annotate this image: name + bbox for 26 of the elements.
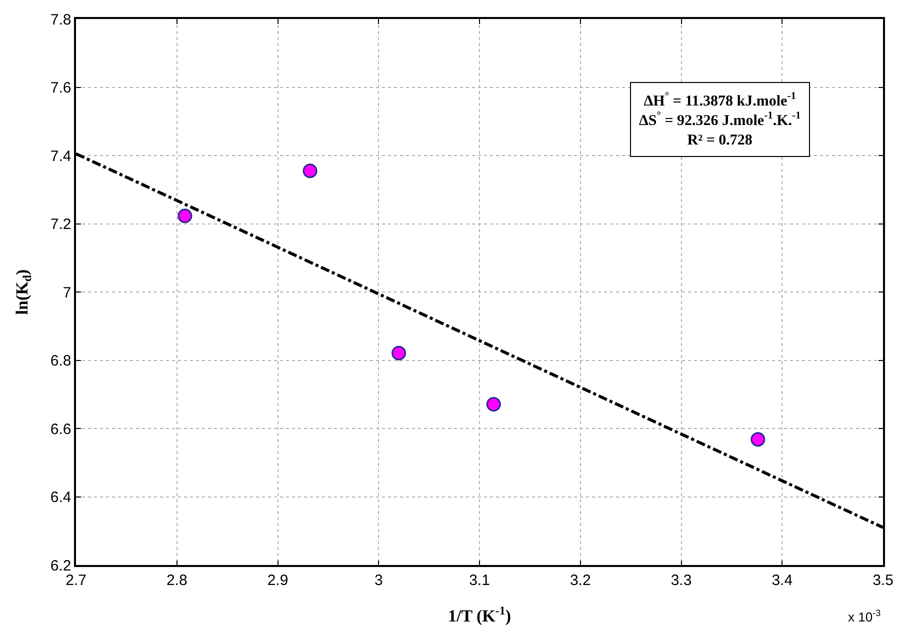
x-tick-label: 2.7 bbox=[66, 572, 86, 589]
point bbox=[178, 208, 192, 224]
x-tick-label: 3.1 bbox=[469, 572, 490, 589]
x-tick-label: 3 bbox=[374, 572, 383, 589]
text: ΔH$^{°}$ = 11.3878 kJ.mole$^{-1}$ ΔS$^{°}$ = 92.326 J.mole$^{-1}$.K.$^{-1}$ R² = 0.728 bbox=[639, 91, 801, 148]
y-tick-label: 7.8 bbox=[50, 11, 72, 28]
y-tick-label: 6.4 bbox=[50, 489, 72, 506]
y-tick-label: 7.6 bbox=[50, 80, 72, 96]
x-tick-label: 3.5 bbox=[872, 572, 894, 589]
point bbox=[302, 164, 318, 178]
point bbox=[392, 346, 406, 360]
y-tick-label: 6.2 bbox=[50, 557, 72, 574]
x-tick-label: 2.9 bbox=[267, 572, 288, 589]
y-tick-label: 7.2 bbox=[50, 216, 72, 233]
point bbox=[750, 432, 766, 447]
x-tick-label: 3.3 bbox=[670, 572, 692, 589]
text: x 10$^{-3}$ bbox=[848, 608, 881, 624]
x-tick-label: 2.8 bbox=[166, 572, 188, 589]
y-tick-label: 7.4 bbox=[50, 148, 72, 165]
x-tick-label: 3.2 bbox=[570, 572, 591, 589]
x-axis-title: 1/T (K$^{-1}$) bbox=[448, 604, 511, 626]
point bbox=[486, 397, 501, 412]
y-tick-label: 6.8 bbox=[50, 352, 72, 370]
y-tick-label: 6.6 bbox=[50, 420, 72, 438]
x-tick-label: 3.4 bbox=[772, 572, 793, 589]
y-tick-label: 7 bbox=[62, 284, 72, 302]
